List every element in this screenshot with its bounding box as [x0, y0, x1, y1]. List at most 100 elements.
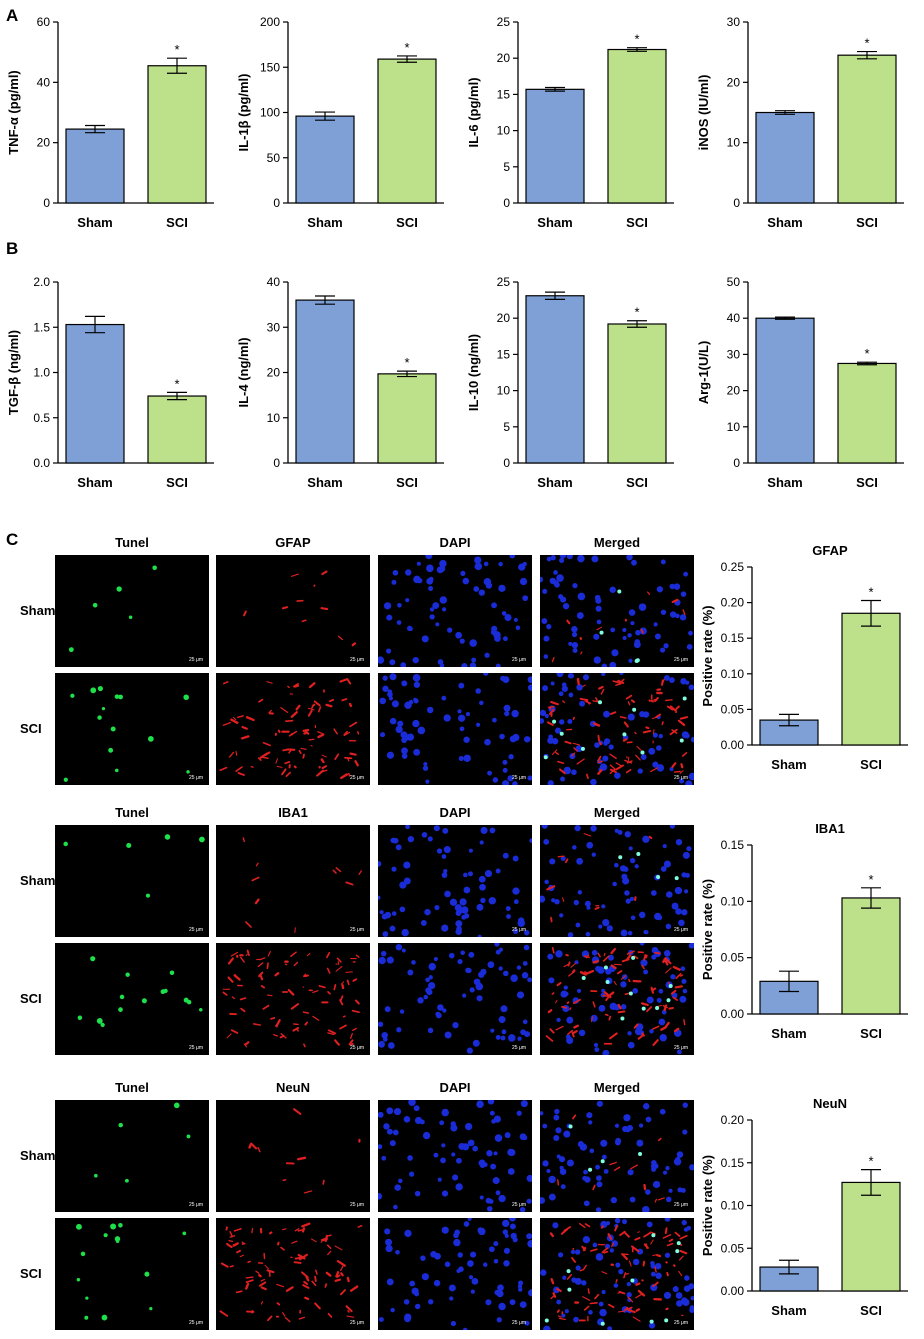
- dapi-nucleus: [480, 968, 487, 975]
- colocalized-signal: [631, 955, 636, 960]
- significance-marker: *: [868, 872, 873, 887]
- dapi-nucleus: [689, 1307, 694, 1314]
- dapi-nucleus: [680, 591, 687, 597]
- dapi-nucleus: [575, 1265, 581, 1271]
- dapi-nucleus: [421, 635, 429, 643]
- dapi-nucleus: [638, 911, 646, 919]
- marker-signal: [312, 1015, 320, 1021]
- dapi-nucleus: [526, 736, 531, 741]
- dapi-nucleus: [379, 697, 387, 705]
- marker-signal: [566, 1001, 570, 1004]
- tunel-signal: [94, 1173, 98, 1178]
- micrograph-gfap-sham-dapi: 25 μm: [378, 555, 532, 667]
- dapi-nucleus: [524, 930, 530, 936]
- dapi-nucleus: [500, 1005, 508, 1013]
- marker-signal: [615, 682, 622, 686]
- dapi-nucleus: [435, 1011, 441, 1017]
- dapi-nucleus: [651, 954, 657, 960]
- marker-signal: [672, 965, 681, 971]
- dapi-nucleus: [614, 862, 619, 868]
- dapi-nucleus: [406, 733, 415, 741]
- dapi-nucleus: [558, 691, 564, 697]
- dapi-nucleus: [680, 1297, 688, 1305]
- column-label-tunel: Tunel: [115, 805, 149, 820]
- dapi-nucleus: [679, 995, 687, 1003]
- bar-sci: [377, 373, 437, 464]
- dapi-nucleus: [585, 931, 591, 937]
- marker-signal: [285, 719, 294, 723]
- dapi-nucleus: [619, 865, 627, 872]
- marker-signal: [550, 916, 553, 923]
- marker-signal: [351, 642, 357, 647]
- dapi-nucleus: [611, 649, 619, 657]
- dapi-nucleus: [652, 732, 658, 738]
- marker-signal: [604, 1013, 609, 1017]
- dapi-nucleus: [615, 1139, 621, 1146]
- dapi-nucleus: [686, 643, 693, 650]
- marker-signal: [245, 953, 248, 957]
- y-tick-label: 0.10: [721, 1199, 745, 1213]
- dapi-nucleus: [600, 1139, 608, 1147]
- marker-signal: [666, 1242, 674, 1247]
- marker-signal: [621, 1253, 629, 1261]
- y-tick-label: 0.15: [721, 838, 745, 852]
- dapi-nucleus: [603, 741, 608, 746]
- colocalized-signal: [543, 755, 548, 760]
- marker-signal: [632, 1316, 641, 1322]
- marker-signal: [563, 963, 569, 968]
- marker-signal: [333, 728, 338, 735]
- dapi-nucleus: [559, 557, 565, 563]
- dapi-nucleus: [401, 680, 408, 687]
- marker-signal: [348, 1039, 354, 1046]
- micrograph-iba1-sham-merged: 25 μm: [540, 825, 694, 937]
- micrograph-gfap-sham-merged: 25 μm: [540, 555, 694, 667]
- dapi-nucleus: [659, 1033, 667, 1042]
- dapi-nucleus: [572, 583, 578, 589]
- colocalized-signal: [618, 855, 623, 860]
- tunel-signal: [110, 1223, 117, 1230]
- tunel-signal: [76, 1223, 82, 1230]
- dapi-nucleus: [421, 1273, 429, 1281]
- dapi-nucleus: [555, 1127, 562, 1134]
- dapi-nucleus: [416, 561, 421, 566]
- dapi-nucleus: [408, 699, 414, 705]
- dapi-nucleus: [646, 1221, 653, 1228]
- dapi-nucleus: [675, 838, 683, 846]
- dapi-nucleus: [412, 656, 419, 664]
- marker-signal: [634, 1237, 641, 1241]
- dapi-nucleus: [601, 1290, 606, 1295]
- y-tick-label: 0: [733, 456, 740, 470]
- dapi-nucleus: [613, 1283, 619, 1288]
- micrograph-gfap-sci-dapi: 25 μm: [378, 673, 532, 785]
- marker-signal: [634, 731, 637, 735]
- colocalized-signal: [641, 1006, 646, 1011]
- marker-signal: [307, 709, 313, 717]
- marker-signal: [326, 951, 331, 959]
- dapi-nucleus: [513, 899, 519, 905]
- marker-signal: [293, 1108, 302, 1115]
- dapi-nucleus: [599, 763, 608, 771]
- dapi-nucleus: [401, 747, 408, 755]
- dapi-nucleus: [634, 864, 639, 869]
- dapi-nucleus: [540, 1197, 546, 1204]
- marker-signal: [236, 1249, 241, 1254]
- dapi-nucleus: [548, 734, 553, 739]
- dapi-nucleus: [483, 673, 489, 676]
- marker-signal: [619, 716, 627, 719]
- marker-signal: [603, 1250, 609, 1254]
- dapi-nucleus: [512, 781, 518, 785]
- dapi-nucleus: [404, 1315, 411, 1323]
- dapi-nucleus: [439, 596, 448, 604]
- dapi-nucleus: [474, 562, 483, 571]
- dapi-nucleus: [489, 827, 496, 834]
- dapi-nucleus: [542, 685, 549, 692]
- marker-signal: [298, 1316, 306, 1320]
- dapi-nucleus: [428, 1299, 434, 1305]
- marker-signal: [640, 628, 644, 634]
- dapi-nucleus: [463, 913, 470, 919]
- dapi-nucleus: [438, 565, 446, 572]
- marker-signal: [240, 1007, 246, 1013]
- dapi-nucleus: [428, 576, 434, 582]
- dapi-nucleus: [639, 627, 647, 635]
- dapi-nucleus: [630, 915, 636, 921]
